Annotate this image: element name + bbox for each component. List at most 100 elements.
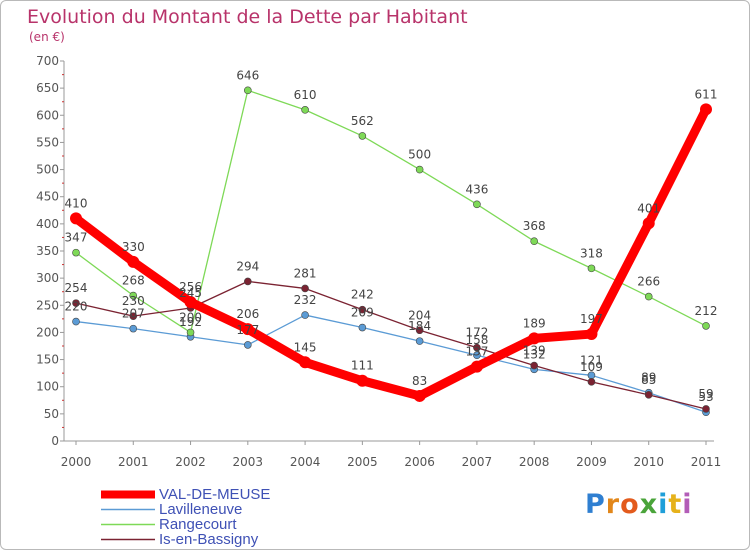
data-point bbox=[415, 326, 424, 335]
data-point bbox=[528, 332, 541, 345]
data-label: 318 bbox=[580, 246, 603, 260]
series-line-rangecourt bbox=[75, 89, 707, 334]
y-tick-label: 400 bbox=[36, 217, 59, 231]
x-tick-label: 2007 bbox=[462, 455, 493, 469]
data-label: 184 bbox=[408, 319, 431, 333]
y-tick-label: 100 bbox=[36, 380, 59, 394]
data-label: 242 bbox=[351, 288, 374, 302]
data-point bbox=[473, 351, 481, 360]
data-label: 611 bbox=[695, 87, 718, 101]
data-label: 121 bbox=[580, 353, 603, 367]
legend-item-val-de-meuse[interactable]: VAL-DE-MEUSE bbox=[101, 486, 271, 503]
data-point bbox=[184, 296, 197, 309]
data-label: 254 bbox=[65, 281, 88, 295]
data-label: 294 bbox=[236, 259, 259, 273]
y-tick-label: 550 bbox=[36, 135, 59, 149]
y-tick-label: 650 bbox=[36, 81, 59, 95]
data-point bbox=[644, 292, 653, 301]
data-label: 500 bbox=[408, 148, 431, 162]
data-label: 646 bbox=[236, 68, 259, 82]
data-label: 111 bbox=[351, 359, 374, 373]
y-tick-label: 250 bbox=[36, 298, 59, 312]
proxiti-logo: Proxiti bbox=[585, 489, 693, 520]
data-point bbox=[72, 317, 80, 326]
y-tick-label: 0 bbox=[51, 434, 59, 448]
x-tick-label: 2010 bbox=[633, 455, 664, 469]
data-point bbox=[127, 255, 140, 268]
data-point bbox=[186, 328, 195, 337]
data-label: 132 bbox=[523, 347, 546, 361]
data-label: 139 bbox=[523, 344, 546, 358]
data-label: 89 bbox=[641, 371, 656, 385]
data-point bbox=[587, 264, 596, 273]
x-tick-label: 2002 bbox=[175, 455, 206, 469]
data-point bbox=[358, 132, 367, 140]
x-tick-label: 2001 bbox=[118, 455, 149, 469]
data-point bbox=[72, 248, 80, 257]
data-label: 204 bbox=[408, 308, 431, 322]
data-label: 212 bbox=[695, 304, 718, 318]
data-point bbox=[473, 200, 481, 209]
data-label: 172 bbox=[465, 326, 488, 340]
data-label: 230 bbox=[122, 294, 145, 308]
y-tick-label: 700 bbox=[36, 54, 59, 68]
data-point bbox=[301, 284, 309, 293]
data-label: 200 bbox=[179, 310, 202, 324]
series-line-lavilleneuve bbox=[75, 314, 707, 413]
y-tick-label: 300 bbox=[36, 271, 59, 285]
legend-item-rangecourt[interactable]: Rangecourt bbox=[101, 516, 270, 533]
data-label: 347 bbox=[65, 231, 88, 245]
y-tick-label: 350 bbox=[36, 244, 59, 258]
legend-item-is-en-bassigny[interactable]: Is-en-Bassigny bbox=[101, 531, 270, 548]
y-tick-label: 500 bbox=[36, 163, 59, 177]
data-point bbox=[530, 361, 538, 370]
data-point bbox=[356, 374, 369, 387]
data-label: 330 bbox=[122, 240, 145, 254]
data-label: 189 bbox=[523, 316, 546, 330]
data-label: 145 bbox=[294, 340, 317, 354]
data-point bbox=[358, 305, 367, 314]
data-point bbox=[587, 378, 596, 386]
legend-swatch-rangecourt bbox=[101, 523, 155, 526]
chart-subtitle: (en €) bbox=[29, 30, 65, 44]
chart-legend: VAL-DE-MEUSE Lavilleneuve Rangecourt Is-… bbox=[101, 486, 271, 548]
data-label: 83 bbox=[412, 374, 427, 388]
data-point bbox=[644, 391, 653, 399]
series-line-is-en-bassigny bbox=[75, 280, 707, 410]
data-label: 281 bbox=[294, 266, 317, 280]
data-label: 610 bbox=[294, 88, 317, 102]
x-tick-label: 2004 bbox=[290, 455, 321, 469]
data-point bbox=[129, 291, 138, 300]
data-label: 207 bbox=[122, 307, 145, 321]
data-point bbox=[702, 405, 710, 413]
data-label: 109 bbox=[580, 360, 603, 374]
data-point bbox=[244, 86, 252, 95]
data-label: 192 bbox=[179, 315, 202, 329]
y-tick-label: 50 bbox=[44, 407, 59, 421]
data-point bbox=[585, 328, 598, 341]
data-label: 245 bbox=[179, 286, 202, 300]
x-tick-label: 2000 bbox=[61, 455, 92, 469]
data-label: 562 bbox=[351, 114, 374, 128]
data-point bbox=[299, 356, 312, 369]
data-label: 197 bbox=[580, 312, 603, 326]
data-label: 268 bbox=[122, 274, 145, 288]
data-point bbox=[244, 341, 252, 349]
data-point bbox=[642, 217, 655, 230]
x-tick-label: 2005 bbox=[347, 455, 378, 469]
data-label: 53 bbox=[698, 390, 713, 404]
legend-label: Is-en-Bassigny bbox=[159, 531, 259, 548]
data-label: 266 bbox=[637, 275, 660, 289]
legend-label: VAL-DE-MEUSE bbox=[159, 486, 271, 503]
data-label: 368 bbox=[523, 219, 546, 233]
x-tick-label: 2009 bbox=[576, 455, 607, 469]
y-tick-label: 200 bbox=[36, 325, 59, 339]
x-tick-label: 2011 bbox=[691, 455, 722, 469]
legend-item-lavilleneuve[interactable]: Lavilleneuve bbox=[101, 501, 270, 518]
data-point bbox=[702, 322, 710, 330]
data-point bbox=[358, 323, 367, 332]
series-line-val-de-meuse bbox=[71, 104, 711, 401]
data-label: 209 bbox=[351, 306, 374, 320]
